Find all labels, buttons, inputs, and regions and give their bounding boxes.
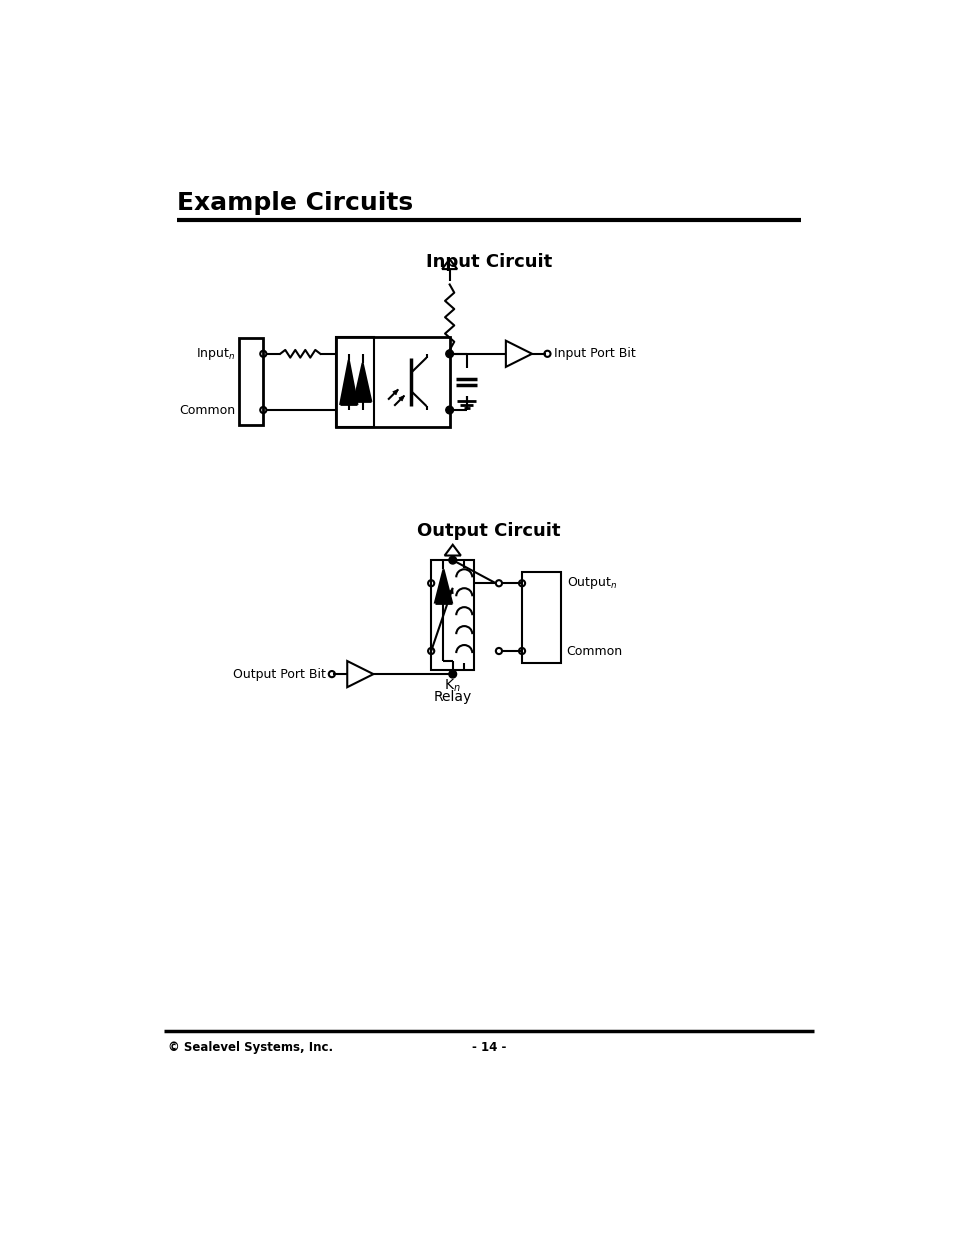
Polygon shape xyxy=(444,545,460,556)
Text: Output$_n$: Output$_n$ xyxy=(566,576,617,592)
Polygon shape xyxy=(393,389,397,395)
Text: © Sealevel Systems, Inc.: © Sealevel Systems, Inc. xyxy=(168,1041,333,1053)
Polygon shape xyxy=(448,588,453,594)
Text: Common: Common xyxy=(179,404,235,416)
Bar xyxy=(238,338,263,425)
Circle shape xyxy=(449,556,456,564)
Text: Input Port Bit: Input Port Bit xyxy=(553,347,635,361)
Text: - 14 -: - 14 - xyxy=(471,1041,506,1053)
Polygon shape xyxy=(435,569,452,603)
Polygon shape xyxy=(354,363,371,401)
Text: Relay: Relay xyxy=(434,689,472,704)
Text: K$_n$: K$_n$ xyxy=(444,678,460,694)
Circle shape xyxy=(445,350,453,358)
Text: Input Circuit: Input Circuit xyxy=(425,253,552,272)
Bar xyxy=(521,572,560,662)
Polygon shape xyxy=(347,661,373,687)
Text: Common: Common xyxy=(566,645,622,657)
Bar xyxy=(431,561,474,671)
Polygon shape xyxy=(441,259,456,269)
Circle shape xyxy=(445,406,453,414)
Polygon shape xyxy=(340,359,356,404)
Bar xyxy=(335,337,374,427)
Bar xyxy=(335,337,449,427)
Polygon shape xyxy=(505,341,532,367)
Text: Example Circuits: Example Circuits xyxy=(177,191,413,215)
Text: Output Port Bit: Output Port Bit xyxy=(233,668,325,680)
Text: Output Circuit: Output Circuit xyxy=(416,522,560,540)
Circle shape xyxy=(449,671,456,678)
Text: Input$_n$: Input$_n$ xyxy=(196,346,235,362)
Polygon shape xyxy=(398,395,404,401)
